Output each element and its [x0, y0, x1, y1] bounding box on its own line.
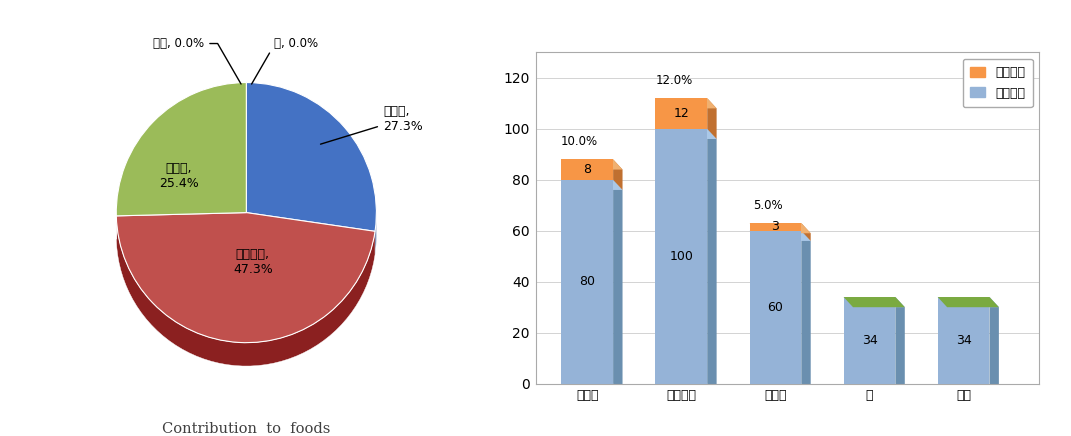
Polygon shape — [938, 297, 999, 307]
Text: 8: 8 — [584, 163, 591, 176]
Text: 우유, 0.0%: 우유, 0.0% — [153, 37, 241, 84]
Text: 닭고기,
25.4%: 닭고기, 25.4% — [159, 162, 198, 190]
Polygon shape — [655, 98, 716, 109]
Bar — [561, 160, 613, 180]
Bar — [844, 297, 895, 384]
Polygon shape — [895, 297, 905, 394]
Text: 돼지고기,
47.3%: 돼지고기, 47.3% — [233, 248, 273, 276]
Polygon shape — [844, 297, 905, 307]
Bar — [655, 98, 707, 129]
Bar — [750, 223, 801, 231]
Bar — [750, 231, 801, 384]
Polygon shape — [561, 160, 622, 170]
Polygon shape — [613, 180, 622, 394]
Polygon shape — [561, 180, 622, 190]
Text: Contribution  to  foods: Contribution to foods — [162, 422, 331, 436]
Text: 10.0%: 10.0% — [561, 135, 599, 148]
Text: 12: 12 — [674, 107, 690, 120]
Text: 34: 34 — [955, 334, 971, 347]
Polygon shape — [750, 223, 811, 233]
Text: 100: 100 — [669, 250, 693, 263]
Polygon shape — [375, 209, 376, 255]
Polygon shape — [844, 297, 905, 307]
Text: 3: 3 — [771, 221, 780, 233]
Polygon shape — [613, 160, 622, 190]
Text: 쇠고기,
27.3%: 쇠고기, 27.3% — [320, 105, 423, 144]
Text: 34: 34 — [862, 334, 877, 347]
Text: 12.0%: 12.0% — [655, 74, 693, 87]
Text: 80: 80 — [579, 275, 595, 288]
Polygon shape — [707, 98, 716, 139]
Wedge shape — [117, 82, 246, 216]
Wedge shape — [117, 213, 375, 343]
Polygon shape — [990, 297, 999, 394]
Text: 5.0%: 5.0% — [753, 199, 783, 211]
Polygon shape — [938, 297, 999, 307]
Polygon shape — [750, 231, 811, 241]
Polygon shape — [801, 223, 811, 241]
Polygon shape — [117, 216, 375, 366]
Text: 알, 0.0%: 알, 0.0% — [252, 37, 318, 84]
Legend: 검출건수, 검체건수: 검출건수, 검체건수 — [963, 58, 1032, 107]
Bar — [561, 180, 613, 384]
Bar — [655, 129, 707, 384]
Polygon shape — [707, 129, 716, 394]
Text: 60: 60 — [768, 301, 783, 314]
Wedge shape — [246, 82, 376, 232]
Polygon shape — [655, 129, 716, 139]
Polygon shape — [801, 231, 811, 394]
Bar — [938, 297, 990, 384]
